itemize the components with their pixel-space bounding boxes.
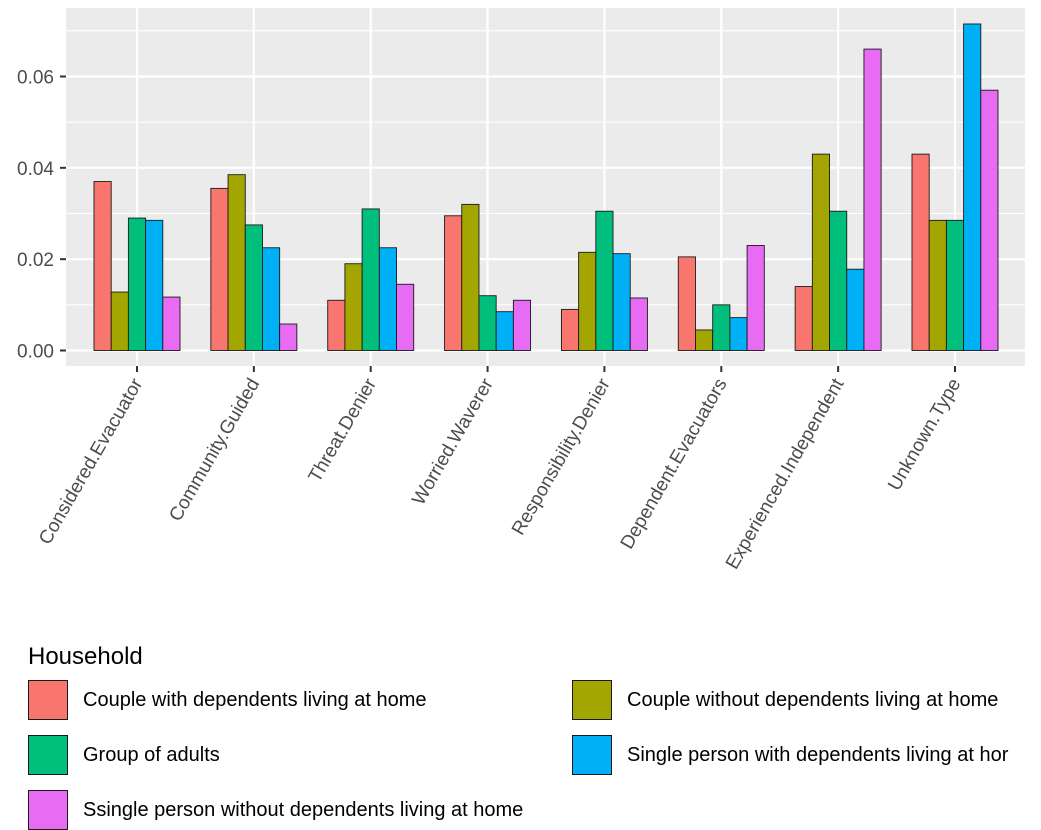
bar-Experienced.Independent-2 (811, 153, 830, 351)
bars (93, 23, 999, 351)
bar-Responsibility.Denier-3 (595, 210, 614, 351)
x-tick-label: Worried.Waverer (408, 374, 498, 509)
bar-Unknown.Type-5 (980, 89, 999, 351)
legend-key-couple-with-dependents (28, 680, 68, 720)
bar-Community.Guided-3 (244, 224, 263, 351)
bar-Considered.Evacuator-3 (127, 217, 147, 351)
bar-Dependent.Evacuators-2 (695, 329, 714, 351)
bar-Responsibility.Denier-4 (612, 253, 631, 351)
y-tick-label: 0.00 (17, 342, 54, 363)
bar-Considered.Evacuator-5 (162, 296, 181, 351)
bar-Experienced.Independent-5 (863, 48, 882, 351)
bar-Experienced.Independent-4 (846, 268, 865, 351)
legend-key-single-without-dependents (28, 790, 68, 830)
bar-Threat.Denier-3 (361, 208, 380, 351)
y-tick-label: 0.06 (17, 68, 54, 89)
bar-Worried.Waverer-5 (512, 299, 532, 351)
bar-Considered.Evacuator-4 (145, 219, 164, 351)
bar-Community.Guided-2 (227, 174, 246, 351)
bar-Responsibility.Denier-2 (578, 251, 597, 351)
x-tick-label: Threat.Denier (305, 374, 382, 486)
bar-Dependent.Evacuators-5 (746, 245, 765, 351)
legend-label-couple-with-dependents: Couple with dependents living at home (83, 689, 427, 711)
bar-Considered.Evacuator-2 (110, 291, 129, 351)
bar-Responsibility.Denier-5 (629, 297, 648, 351)
bar-Experienced.Independent-3 (829, 210, 848, 351)
bar-Threat.Denier-2 (344, 263, 363, 351)
y-tick-label: 0.04 (17, 159, 54, 180)
x-tick-label: Experienced.Independent (722, 374, 849, 573)
bar-Unknown.Type-4 (963, 23, 982, 351)
legend-label-group-of-adults: Group of adults (83, 744, 220, 766)
bar-Community.Guided-4 (262, 247, 281, 351)
legend-label-single-without-dependents: Ssingle person without dependents living… (83, 799, 524, 821)
bar-Threat.Denier-5 (396, 283, 415, 351)
bar-Unknown.Type-1 (911, 153, 930, 351)
bar-Worried.Waverer-2 (461, 203, 480, 351)
bar-Unknown.Type-2 (928, 219, 947, 351)
x-tick-label: Considered.Evacuator (35, 374, 148, 548)
x-tick-label: Responsibility.Denier (508, 374, 615, 538)
legend-key-group-of-adults (28, 735, 68, 775)
bar-Considered.Evacuator-1 (93, 181, 112, 351)
bar-Worried.Waverer-1 (444, 215, 463, 351)
bar-Dependent.Evacuators-1 (677, 256, 696, 351)
bar-Responsibility.Denier-1 (560, 308, 580, 351)
x-tick-label: Dependent.Evacuators (617, 375, 732, 553)
bar-Threat.Denier-4 (378, 247, 397, 351)
bar-chart: 0.00 0.02 0.04 0.06 Considered.Evacuator Comm… (17, 8, 1025, 573)
legend-label-couple-without-dependents: Couple without dependents living at home (627, 689, 999, 711)
legend-label-single-with-dependents: Single person with dependents living at … (627, 744, 1009, 766)
legend-key-couple-without-dependents (572, 680, 612, 720)
y-tick-label: 0.02 (17, 250, 54, 271)
legend: Household Couple with dependents living … (28, 640, 1041, 830)
bar-Dependent.Evacuators-4 (729, 317, 748, 351)
bar-Dependent.Evacuators-3 (712, 304, 731, 351)
x-tick-label: Unknown.Type (884, 375, 965, 494)
bar-Community.Guided-5 (279, 323, 298, 351)
x-tick-label: Community.Guided (165, 375, 264, 525)
legend-key-single-with-dependents (572, 735, 612, 775)
bar-Worried.Waverer-3 (478, 295, 497, 351)
bar-Experienced.Independent-1 (794, 286, 813, 351)
bar-Community.Guided-1 (210, 187, 229, 351)
bar-Unknown.Type-3 (945, 219, 965, 351)
bar-Threat.Denier-1 (327, 299, 346, 351)
legend-title: Household (28, 643, 143, 670)
bar-Worried.Waverer-4 (495, 311, 514, 351)
